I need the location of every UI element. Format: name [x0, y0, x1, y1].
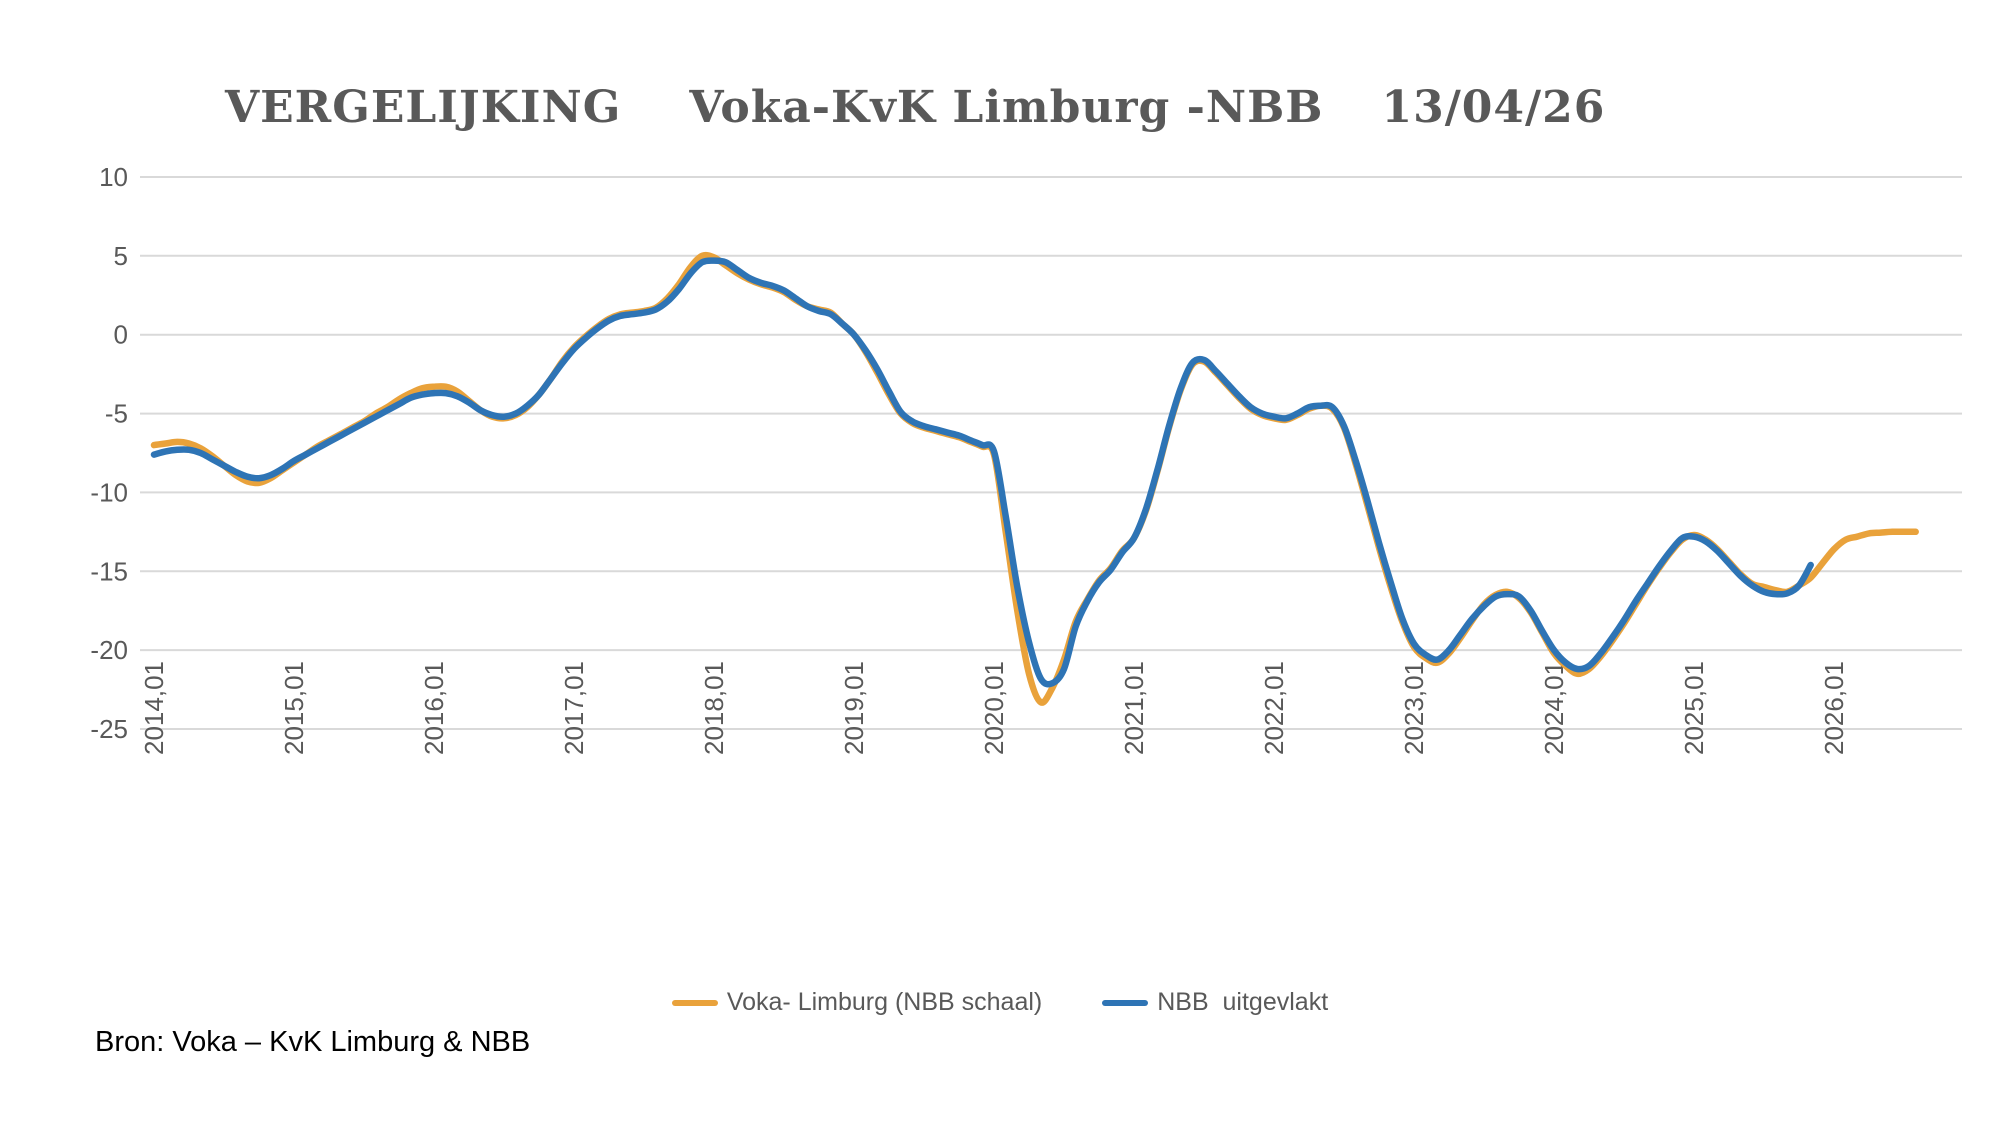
y-axis-label: -25	[90, 714, 128, 744]
x-axis-label: 2015,01	[279, 661, 309, 755]
x-axis-label: 2025,01	[1679, 661, 1709, 755]
x-axis-label: 2022,01	[1259, 661, 1289, 755]
chart-title-middle: Voka-KvK Limburg -NBB	[689, 82, 1324, 133]
chart-title: VERGELIJKING Voka-KvK Limburg -NBB 13/04/2…	[225, 82, 1605, 133]
x-axis-label: 2024,01	[1539, 661, 1569, 755]
x-axis-label: 2016,01	[419, 661, 449, 755]
nbb-series-line	[150, 257, 1814, 688]
x-axis-label: 2018,01	[699, 661, 729, 755]
y-axis-label: -20	[90, 635, 128, 665]
voka-legend-label: Voka- Limburg (NBB schaal)	[726, 988, 1043, 1016]
x-axis-label: 2026,01	[1819, 661, 1849, 755]
legend-item-voka: Voka- Limburg (NBB schaal)	[671, 988, 1043, 1017]
y-axis-label: 5	[114, 241, 128, 271]
y-axis-label: 10	[99, 162, 128, 192]
chart-title-left: VERGELIJKING	[225, 82, 622, 133]
x-axis-label: 2020,01	[979, 661, 1009, 755]
chart-legend: Voka- Limburg (NBB schaal) NBB uitgevlak…	[0, 988, 2000, 1017]
voka-series-line	[150, 251, 1919, 706]
x-axis-label: 2019,01	[839, 661, 869, 755]
nbb-legend-label: NBB uitgevlakt	[1157, 988, 1329, 1016]
y-axis-label: 0	[114, 320, 128, 350]
chart-title-date: 13/04/26	[1381, 82, 1606, 133]
voka-line-swatch	[671, 999, 718, 1006]
source-note: Bron: Voka – KvK Limburg & NBB	[95, 1026, 531, 1058]
legend-item-nbb: NBB uitgevlakt	[1102, 988, 1328, 1017]
x-axis-label: 2021,01	[1119, 661, 1149, 755]
nbb-line-swatch	[1102, 999, 1149, 1006]
y-axis-label: -15	[90, 556, 128, 586]
y-axis-label: -5	[105, 399, 128, 429]
x-axis-label: 2014,01	[139, 661, 169, 755]
x-axis-label: 2017,01	[559, 661, 589, 755]
y-axis-label: -10	[90, 477, 128, 507]
x-axis-label: 2023,01	[1399, 661, 1429, 755]
